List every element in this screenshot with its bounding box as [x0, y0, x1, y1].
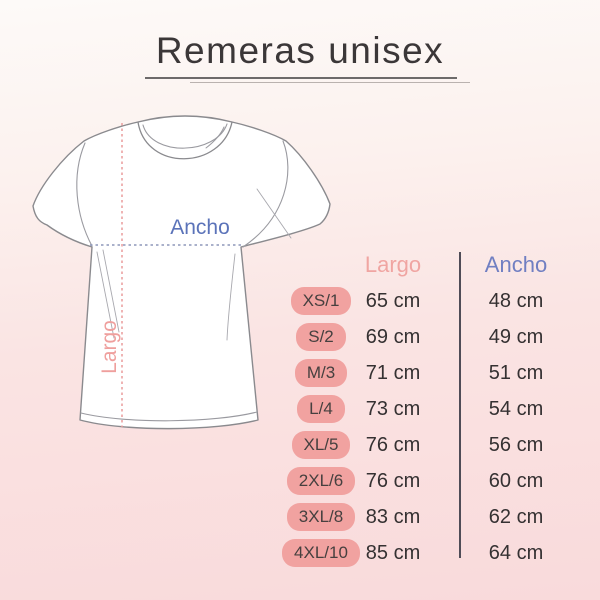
page-title: Remeras unisex: [155, 30, 445, 71]
largo-value: 76 cm: [365, 470, 421, 492]
size-badge: XL/5: [291, 431, 351, 459]
table-header-largo: Largo: [364, 252, 422, 277]
right-sleeve-crease: [256, 188, 292, 239]
shirt-width-label: Ancho: [170, 216, 230, 239]
size-badge-column: XS/1 S/2 M/3 L/4 XL/5 2XL/6 3XL/8 4XL/10: [266, 287, 376, 567]
largo-value: 85 cm: [365, 542, 421, 564]
left-sleeve-seam: [76, 142, 93, 247]
ancho-value: 51 cm: [488, 362, 544, 384]
tshirt-outline: [32, 115, 331, 430]
ancho-value: 62 cm: [488, 506, 544, 528]
title-underline: [145, 77, 457, 79]
title-underline-shadow: [190, 82, 470, 83]
largo-value: 76 cm: [365, 434, 421, 456]
table-header-ancho: Ancho: [484, 252, 548, 277]
collar-outer-line: [137, 121, 233, 160]
hem-stitch-line: [80, 411, 258, 422]
collar-accent-line: [205, 126, 225, 149]
largo-value: 71 cm: [365, 362, 421, 384]
largo-value-column: 65 cm 69 cm 71 cm 73 cm 76 cm 76 cm 83 c…: [338, 287, 448, 567]
ancho-value-column: 48 cm 49 cm 51 cm 54 cm 56 cm 60 cm 62 c…: [461, 287, 571, 567]
size-badge: 2XL/6: [286, 467, 356, 495]
size-badge: 4XL/10: [282, 539, 360, 567]
size-badge: XS/1: [290, 287, 352, 315]
left-fold-line: [96, 249, 120, 339]
size-badge: L/4: [297, 395, 345, 423]
size-badge: M/3: [294, 359, 348, 387]
largo-value: 69 cm: [365, 326, 421, 348]
size-badge: 3XL/8: [286, 503, 356, 531]
largo-value: 73 cm: [365, 398, 421, 420]
largo-value: 83 cm: [365, 506, 421, 528]
size-badge: S/2: [296, 323, 346, 351]
right-sleeve-seam: [242, 140, 289, 248]
ancho-value: 49 cm: [488, 326, 544, 348]
ancho-value: 64 cm: [488, 542, 544, 564]
ancho-value: 48 cm: [488, 290, 544, 312]
shirt-length-label: Largo: [98, 320, 121, 374]
ancho-value: 54 cm: [488, 398, 544, 420]
ancho-value: 60 cm: [488, 470, 544, 492]
ancho-value: 56 cm: [488, 434, 544, 456]
largo-value: 65 cm: [365, 290, 421, 312]
table-column-divider: [459, 252, 461, 558]
right-fold-line: [226, 253, 236, 341]
collar-inner-line: [142, 123, 228, 149]
